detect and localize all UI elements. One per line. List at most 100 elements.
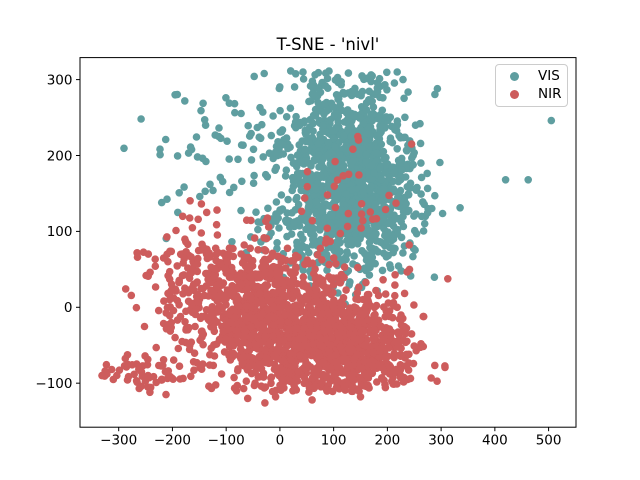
data-point (174, 344, 183, 353)
vis-marker-icon (510, 71, 519, 81)
data-point (286, 104, 295, 112)
data-point (236, 345, 245, 353)
data-point (312, 185, 320, 194)
data-point (199, 99, 207, 108)
x-tick-label: −200 (154, 433, 191, 449)
y-tick-label: 100 (47, 224, 73, 240)
data-point (287, 257, 296, 265)
data-point (260, 282, 269, 290)
data-point (359, 216, 367, 225)
data-point (193, 267, 202, 276)
data-point (332, 350, 340, 359)
data-point (269, 321, 278, 330)
data-point (172, 287, 180, 295)
data-point (287, 153, 295, 162)
data-point (393, 117, 402, 125)
data-point (152, 343, 160, 352)
data-point (350, 252, 358, 260)
data-point (303, 167, 312, 176)
data-point (178, 212, 187, 221)
data-point (130, 370, 138, 379)
data-point (190, 366, 198, 375)
data-point (271, 216, 280, 224)
data-point (433, 84, 442, 93)
data-point (264, 223, 273, 231)
data-point (366, 186, 374, 194)
data-point (219, 327, 227, 336)
data-point (366, 263, 374, 272)
data-point (306, 176, 315, 185)
data-point (329, 134, 338, 143)
data-point (316, 134, 325, 142)
data-point (364, 226, 373, 234)
data-point (161, 135, 170, 144)
data-point (409, 252, 417, 261)
data-point (393, 68, 402, 76)
data-point (346, 339, 355, 348)
data-point (407, 140, 416, 148)
data-point (299, 68, 307, 76)
data-point (225, 188, 234, 197)
data-point (331, 143, 340, 151)
data-point (355, 149, 363, 158)
data-point (121, 354, 130, 363)
data-point (279, 336, 288, 345)
data-point (163, 250, 171, 259)
data-point (210, 352, 219, 360)
data-point (332, 243, 341, 251)
data-point (172, 226, 180, 235)
data-point (402, 146, 411, 155)
data-point (395, 315, 404, 323)
data-point (339, 183, 347, 192)
data-point (124, 372, 133, 381)
nir-points (98, 132, 452, 407)
data-point (336, 343, 345, 351)
data-point (340, 90, 349, 98)
data-point (319, 154, 328, 163)
data-point (392, 365, 401, 374)
data-point (338, 369, 347, 377)
data-point (344, 108, 353, 117)
data-point (405, 241, 414, 249)
data-point (213, 231, 222, 239)
data-point (311, 382, 320, 391)
data-point (222, 94, 230, 102)
data-point (401, 338, 410, 347)
data-point (318, 310, 327, 318)
data-point (179, 290, 187, 298)
data-point (431, 191, 439, 200)
data-point (254, 218, 262, 226)
data-point (328, 211, 337, 220)
data-point (186, 341, 194, 350)
data-point (355, 283, 363, 292)
data-point (343, 363, 352, 372)
data-point (281, 172, 290, 180)
data-point (160, 297, 168, 305)
data-point (319, 304, 328, 312)
data-point (299, 235, 307, 243)
data-point (239, 141, 247, 149)
data-point (340, 131, 348, 140)
data-point (155, 361, 163, 370)
data-point (344, 209, 353, 218)
data-point (357, 200, 366, 208)
data-point (250, 171, 258, 180)
y-tick-label: 0 (64, 300, 73, 316)
data-point (115, 366, 124, 375)
data-point (213, 297, 222, 305)
data-point (278, 279, 287, 287)
data-point (271, 393, 280, 401)
data-point (242, 302, 251, 311)
data-point (218, 281, 226, 289)
data-point (329, 103, 338, 111)
data-point (273, 346, 281, 355)
data-point (194, 246, 203, 255)
x-tick-label: 400 (482, 433, 508, 449)
data-point (208, 309, 216, 317)
data-point (258, 296, 266, 305)
data-point (282, 216, 291, 224)
data-point (320, 100, 329, 108)
data-point (405, 265, 414, 274)
data-point (259, 153, 268, 161)
